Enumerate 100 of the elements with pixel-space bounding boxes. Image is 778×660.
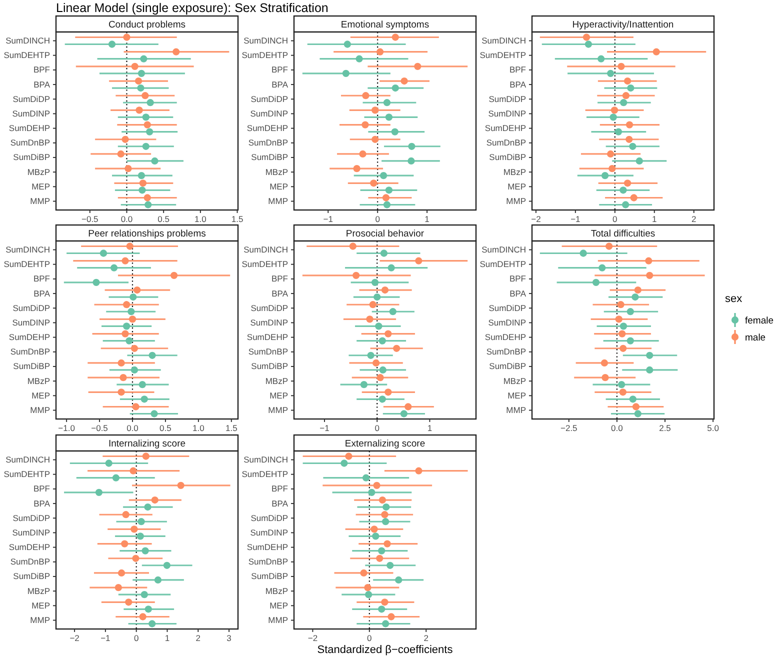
x-tick-label: −0.5 xyxy=(82,214,99,224)
x-tick-label: 3 xyxy=(226,633,232,644)
text: Linear Model (single exposure): Sex Stratification xyxy=(56,1,328,15)
y-tick-label: BPA xyxy=(510,288,526,298)
x-tick-label: −1 xyxy=(100,633,111,644)
y-tick-label: SumDINP xyxy=(250,108,288,118)
y-tick-label: MMP xyxy=(268,614,288,625)
y-tick-label: MBzP xyxy=(27,586,50,596)
y-tick-label: SumDiBP xyxy=(251,152,288,162)
y-tick-label: MMP xyxy=(30,404,50,415)
x-tick-label: 1 xyxy=(164,633,170,644)
x-tick-label: 0 xyxy=(375,214,380,224)
y-tick-label: SumDnBP xyxy=(10,346,50,357)
y-tick-label: BPF xyxy=(509,274,526,284)
x-tick-label: −2.5 xyxy=(560,423,578,434)
y-tick-label: MMP xyxy=(268,196,288,206)
x-tick-label: 2.5 xyxy=(659,423,672,434)
y-tick-label: SumDiDP xyxy=(488,302,526,313)
y-tick-label: SumDEHP xyxy=(8,332,50,342)
y-tick-label: SumDINP xyxy=(488,108,526,118)
x-axis-title: Standardized β−coefficients xyxy=(317,644,454,656)
x-tick-label: −2 xyxy=(531,214,542,224)
y-tick-label: SumDEHTP xyxy=(242,469,288,480)
y-tick-label: SumDiDP xyxy=(250,512,288,523)
y-tick-label: SumDnBP xyxy=(486,346,526,357)
y-tick-label: SumDiDP xyxy=(488,94,526,104)
x-tick-label: 0 xyxy=(134,633,139,644)
y-tick-label: MMP xyxy=(30,196,50,206)
y-tick-label: SumDiBP xyxy=(251,571,288,582)
x-tick-label: −1 xyxy=(320,423,330,434)
y-tick-label: SumDINCH xyxy=(6,244,50,254)
y-tick-label: SumDnBP xyxy=(248,556,288,567)
x-tick-label: 1 xyxy=(424,214,430,224)
x-tick-label: 0.0 xyxy=(120,214,133,224)
y-tick-label: SumDiDP xyxy=(250,94,288,104)
y-tick-label: SumDEHP xyxy=(246,332,288,342)
chart-title: Externalizing score xyxy=(344,438,426,450)
x-tick-label: 0.0 xyxy=(126,423,139,434)
x-tick-label: 1 xyxy=(427,423,432,434)
y-tick-label: MMP xyxy=(268,404,288,415)
y-tick-label: MEP xyxy=(32,181,50,192)
y-tick-label: SumDINCH xyxy=(244,244,288,254)
y-tick-label: SumDiBP xyxy=(489,152,526,162)
x-tick-label: 2 xyxy=(424,633,429,644)
y-tick-label: SumDiDP xyxy=(12,512,50,523)
y-tick-label: MBzP xyxy=(265,376,288,386)
x-tick-label: −1 xyxy=(323,214,334,224)
x-tick-label: 1.0 xyxy=(192,423,205,434)
y-tick-label: SumDINP xyxy=(12,317,50,328)
y-tick-label: SumDEHP xyxy=(246,542,288,552)
chart-title: Conduct problems xyxy=(108,19,186,30)
y-tick-label: BPA xyxy=(34,288,50,298)
x-tick-label: 0 xyxy=(367,633,372,644)
x-tick-label: −2 xyxy=(308,633,318,644)
y-tick-label: BPF xyxy=(33,274,50,284)
x-tick-label: 0.0 xyxy=(611,423,624,434)
legend-label: male xyxy=(745,332,766,344)
y-tick-label: SumDEHP xyxy=(8,542,50,552)
y-tick-label: SumDINP xyxy=(250,317,288,328)
y-tick-label: SumDiDP xyxy=(12,94,50,104)
x-tick-label: 0.5 xyxy=(158,214,170,224)
y-tick-label: SumDEHTP xyxy=(480,259,526,270)
y-tick-label: MEP xyxy=(270,600,288,610)
y-tick-label: SumDEHTP xyxy=(4,50,50,60)
y-tick-label: SumDINP xyxy=(250,527,288,538)
y-tick-label: SumDEHP xyxy=(246,123,288,134)
y-tick-label: SumDINP xyxy=(12,108,50,118)
y-tick-label: MBzP xyxy=(503,376,526,386)
x-tick-label: 1.5 xyxy=(231,214,244,224)
y-tick-label: BPA xyxy=(272,288,288,298)
x-tick-label: −0.5 xyxy=(91,423,108,434)
y-tick-label: SumDiBP xyxy=(489,361,526,372)
y-tick-label: BPF xyxy=(33,484,50,494)
y-tick-label: BPA xyxy=(272,498,288,508)
y-tick-label: MBzP xyxy=(27,376,50,386)
y-tick-label: SumDEHTP xyxy=(4,259,50,270)
chart-title: Emotional symptoms xyxy=(340,19,430,30)
x-tick-label: −1 xyxy=(570,214,581,224)
y-tick-label: SumDINCH xyxy=(244,35,288,46)
chart-title: Hyperactivity/Inattention xyxy=(572,19,674,30)
y-tick-label: SumDiDP xyxy=(12,302,50,313)
x-tick-label: 1.5 xyxy=(225,423,238,434)
x-tick-label: 2 xyxy=(196,633,201,644)
y-tick-label: SumDiBP xyxy=(13,571,50,582)
y-tick-label: MMP xyxy=(506,196,526,206)
y-tick-label: SumDEHTP xyxy=(242,50,288,60)
x-tick-label: 0.5 xyxy=(160,423,172,434)
y-tick-label: MBzP xyxy=(265,586,288,596)
y-tick-label: MEP xyxy=(270,181,288,192)
y-tick-label: SumDnBP xyxy=(10,556,50,567)
y-tick-label: SumDEHTP xyxy=(242,259,288,270)
chart-title: Peer relationships problems xyxy=(88,228,206,240)
y-tick-label: SumDEHP xyxy=(484,123,526,134)
y-tick-label: SumDINCH xyxy=(6,35,50,46)
y-tick-label: MEP xyxy=(508,390,526,400)
x-tick-label: 2 xyxy=(692,214,696,224)
chart-title: Prosocial behavior xyxy=(346,228,424,240)
y-tick-label: BPF xyxy=(509,64,526,75)
chart-title: Total difficulties xyxy=(590,228,656,240)
chart-title: Internalizing score xyxy=(108,438,186,450)
